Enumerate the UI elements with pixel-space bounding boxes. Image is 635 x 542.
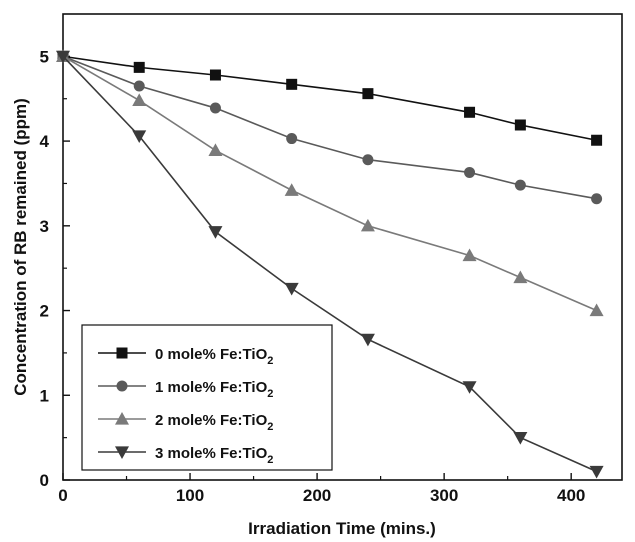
legend-label: 2 mole% Fe:TiO2 (155, 412, 273, 433)
x-tick-label: 300 (430, 486, 458, 505)
data-point (208, 143, 223, 157)
series-line (62, 55, 597, 312)
y-axis-title: Concentration of RB remained (ppm) (11, 98, 30, 396)
data-point (589, 303, 604, 317)
series-line (62, 55, 597, 142)
data-point (362, 154, 374, 166)
data-point (284, 183, 299, 196)
legend-item: 0 mole% Fe:TiO2 (98, 346, 273, 367)
data-point (362, 88, 374, 100)
legend-marker (115, 412, 129, 425)
data-point (286, 133, 298, 145)
y-tick-label: 3 (40, 217, 49, 236)
data-point (464, 106, 476, 118)
legend-item: 3 mole% Fe:TiO2 (98, 445, 273, 466)
legend-item: 1 mole% Fe:TiO2 (98, 379, 273, 400)
y-tick-label: 2 (40, 302, 49, 321)
x-tick-label: 200 (303, 486, 331, 505)
series-line (62, 55, 597, 200)
data-point (591, 193, 603, 205)
data-point (591, 134, 603, 146)
data-point (286, 78, 298, 90)
x-tick-label: 400 (557, 486, 585, 505)
legend-label: 1 mole% Fe:TiO2 (155, 379, 273, 400)
data-point (132, 93, 147, 107)
data-point (513, 270, 528, 284)
series-line (62, 55, 597, 473)
data-point (133, 80, 145, 92)
legend-item: 2 mole% Fe:TiO2 (98, 412, 273, 433)
data-point (514, 179, 526, 191)
plot-frame (62, 13, 623, 481)
legend-items: 0 mole% Fe:TiO2 1 mole% Fe:TiO2 2 mole% Fe… (98, 346, 273, 466)
y-tick-label: 1 (40, 386, 49, 405)
data-point (462, 248, 477, 262)
data-point (284, 282, 299, 296)
legend-label: 0 mole% Fe:TiO2 (155, 346, 273, 367)
series-layer (56, 49, 604, 479)
data-point (464, 166, 476, 178)
data-point (133, 61, 145, 73)
legend-marker (116, 347, 128, 359)
legend-label: 3 mole% Fe:TiO2 (155, 445, 273, 466)
x-tick-label: 100 (176, 486, 204, 505)
data-point (209, 69, 221, 81)
data-point (360, 218, 375, 232)
x-axis-title: Irradiation Time (mins.) (248, 519, 436, 538)
data-point (462, 381, 477, 394)
axis-ticks: 0 100 200 300 400 0 1 2 3 4 5 (40, 47, 586, 505)
data-point (513, 432, 528, 445)
legend-marker (115, 446, 129, 459)
legend: 0 mole% Fe:TiO2 1 mole% Fe:TiO2 2 mole% Fe… (81, 324, 333, 471)
series-3 (56, 50, 604, 479)
data-point (360, 333, 375, 347)
data-point (209, 102, 221, 114)
series-1 (57, 50, 603, 205)
data-point (132, 130, 147, 144)
data-point (56, 50, 70, 64)
data-point (208, 226, 223, 239)
y-tick-label: 4 (40, 132, 50, 151)
legend-marker (116, 380, 128, 392)
data-point (514, 119, 526, 131)
data-point (589, 465, 604, 479)
y-tick-label: 0 (40, 471, 49, 490)
x-tick-label: 0 (58, 486, 67, 505)
y-tick-label: 5 (40, 47, 49, 66)
